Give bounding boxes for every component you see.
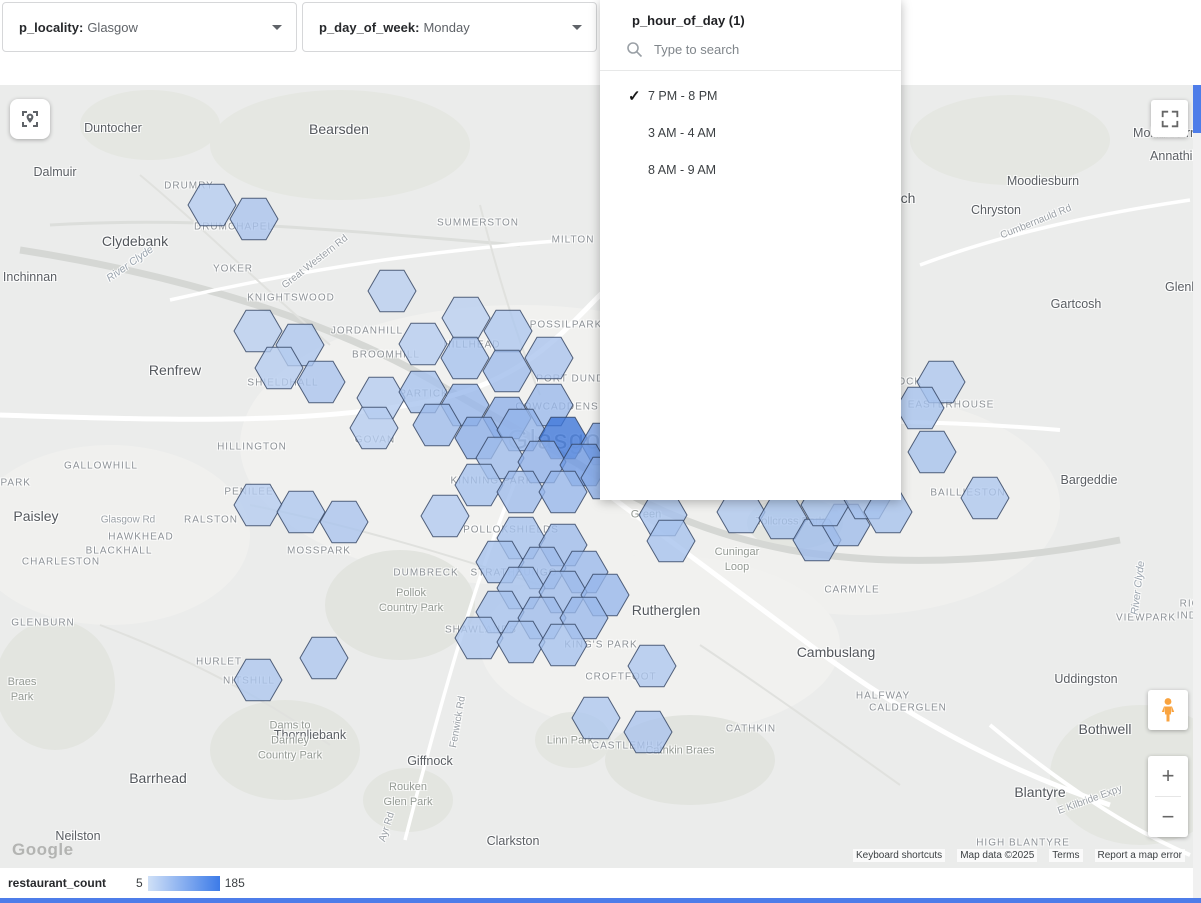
google-logo[interactable]: Google: [12, 840, 74, 859]
hex-bin[interactable]: [420, 494, 470, 538]
hex-bin[interactable]: [524, 336, 574, 380]
vertical-scrollbar-thumb[interactable]: [1193, 85, 1201, 133]
hex-bin[interactable]: [319, 500, 369, 544]
zoom-control: + −: [1148, 756, 1188, 837]
dropdown-option[interactable]: ✓ 7 PM - 8 PM: [600, 77, 901, 114]
hex-bin[interactable]: [454, 463, 504, 507]
hex-bin[interactable]: [646, 519, 696, 563]
hex-bin[interactable]: [538, 623, 588, 667]
hex-bin[interactable]: [623, 710, 673, 754]
hex-bin[interactable]: [483, 309, 533, 353]
hex-bin[interactable]: [571, 696, 621, 740]
legend-min-value: 5: [136, 876, 143, 890]
chevron-down-icon: [572, 24, 582, 30]
terms-link[interactable]: Terms: [1049, 849, 1083, 862]
pegman-control[interactable]: [1148, 690, 1188, 730]
hex-bin[interactable]: [233, 483, 283, 527]
fullscreen-icon: [1161, 110, 1178, 127]
check-icon: ✓: [628, 87, 641, 105]
filter-day-label: p_day_of_week: [319, 19, 416, 35]
map-canvas[interactable]: GlasgowClydebankBearsdenRenfrewPaisleyRu…: [0, 85, 1193, 868]
filter-locality-label: p_locality: [19, 19, 79, 35]
search-input[interactable]: [652, 41, 856, 58]
dropdown-title: p_hour_of_day (1): [632, 13, 745, 28]
hex-bin[interactable]: [299, 636, 349, 680]
dropdown-option-label: 7 PM - 8 PM: [648, 88, 718, 103]
report-error-link[interactable]: Report a map error: [1094, 849, 1185, 862]
hex-bin[interactable]: [349, 406, 399, 450]
chevron-down-icon: [272, 24, 282, 30]
pegman-icon: [1161, 698, 1175, 722]
hex-bin[interactable]: [233, 309, 283, 353]
dropdown-option-label: 3 AM - 4 AM: [648, 125, 717, 140]
hex-bin[interactable]: [412, 403, 462, 447]
hex-bin[interactable]: [454, 616, 504, 660]
legend-max-value: 185: [224, 876, 245, 890]
legend-bar: restaurant_count 5 185: [0, 868, 1201, 898]
hex-bin[interactable]: [907, 430, 957, 474]
legend-gradient: [147, 875, 220, 891]
fullscreen-button[interactable]: [1151, 100, 1188, 137]
map-attribution: Keyboard shortcuts Map data ©2025 Terms …: [853, 849, 1185, 862]
zoom-in-button[interactable]: +: [1161, 763, 1175, 788]
hex-bin[interactable]: [496, 470, 546, 514]
hex-bin[interactable]: [538, 470, 588, 514]
hex-bin[interactable]: [367, 269, 417, 313]
filter-locality-value: Glasgow: [87, 19, 138, 35]
vertical-scrollbar[interactable]: [1193, 85, 1201, 898]
keyboard-shortcuts-link[interactable]: Keyboard shortcuts: [853, 849, 946, 862]
location-pin-icon: [22, 111, 38, 127]
hexbin-layer: [187, 183, 1010, 754]
hex-bin[interactable]: [482, 349, 532, 393]
hex-bin[interactable]: [229, 197, 279, 241]
dropdown-search-row: [600, 39, 901, 71]
hex-bin[interactable]: [440, 336, 490, 380]
hex-bin[interactable]: [254, 346, 304, 390]
hex-bin[interactable]: [398, 322, 448, 366]
hex-bin[interactable]: [233, 658, 283, 702]
filter-day-of-week[interactable]: p_day_of_week: Monday: [302, 2, 597, 52]
legend-field-name: restaurant_count: [8, 876, 107, 890]
map-data-text: Map data ©2025: [957, 849, 1038, 862]
dropdown-option-label: 8 AM - 9 AM: [648, 162, 717, 177]
hour-of-day-dropdown: p_hour_of_day (1) ✓ 7 PM - 8 PM 3 AM - 4 A…: [600, 0, 901, 500]
hex-bin[interactable]: [276, 490, 326, 534]
horizontal-scrollbar[interactable]: [0, 898, 1201, 903]
hex-bin[interactable]: [960, 476, 1010, 520]
dropdown-option[interactable]: 3 AM - 4 AM: [600, 114, 901, 151]
hex-bin[interactable]: [496, 620, 546, 664]
hex-bin[interactable]: [441, 296, 491, 340]
filter-locality[interactable]: p_locality: Glasgow: [2, 2, 297, 52]
hex-bin[interactable]: [187, 183, 237, 227]
zoom-divider: [1155, 796, 1181, 797]
location-control[interactable]: [10, 99, 50, 139]
hex-bin[interactable]: [627, 644, 677, 688]
filter-day-colon: :: [415, 19, 420, 35]
dropdown-options: ✓ 7 PM - 8 PM 3 AM - 4 AM 8 AM - 9 AM: [600, 71, 901, 188]
zoom-out-button[interactable]: −: [1161, 804, 1175, 829]
hex-bin[interactable]: [296, 360, 346, 404]
filter-locality-colon: :: [78, 19, 84, 35]
filter-day-value: Monday: [423, 19, 470, 35]
search-icon: [627, 42, 643, 58]
dropdown-option[interactable]: 8 AM - 9 AM: [600, 151, 901, 188]
